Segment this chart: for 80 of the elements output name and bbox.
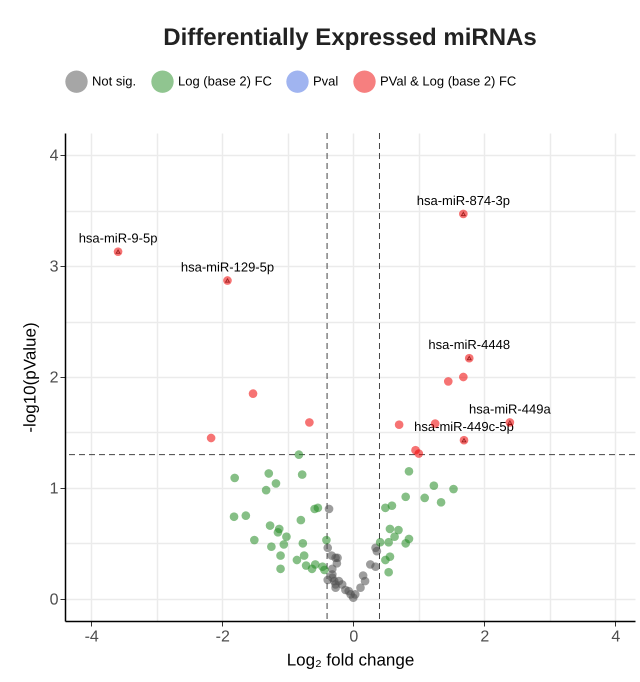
point: [248, 389, 258, 398]
annotation: hsa-miR-874-3p: [416, 192, 510, 208]
point: [388, 501, 396, 510]
point: [206, 434, 216, 442]
point: [300, 551, 308, 560]
point: [430, 481, 438, 490]
point: [267, 542, 276, 552]
point: [294, 450, 304, 459]
y-tick-label: 1: [50, 480, 59, 498]
point: [323, 543, 332, 552]
y-tick-label: 2: [50, 370, 59, 386]
point: [384, 568, 393, 577]
point: [314, 504, 322, 512]
point: [390, 532, 399, 542]
x-axis-title: Log₂ fold change: [286, 650, 414, 670]
point: [230, 474, 240, 482]
point: [308, 564, 316, 574]
point: [356, 583, 365, 592]
x-tick-label: -2: [216, 628, 230, 646]
point: [276, 564, 285, 574]
point: [262, 486, 270, 494]
point: [381, 556, 390, 564]
point: [414, 449, 424, 458]
annotation: hsa-miR-129-5p: [180, 260, 274, 275]
point: [298, 470, 306, 479]
point: [449, 484, 458, 494]
point: [401, 539, 410, 548]
point: [328, 573, 337, 582]
point: [372, 546, 382, 556]
point: [242, 511, 250, 520]
annotation: hsa-miR-4448: [428, 337, 510, 352]
x-tick-label: 2: [480, 628, 490, 646]
point: [274, 528, 282, 537]
annotation: hsa-miR-449c-5p: [414, 419, 514, 434]
point: [360, 576, 370, 586]
point: [276, 551, 285, 560]
point: [331, 580, 340, 589]
point: [296, 516, 306, 524]
point: [371, 562, 380, 571]
point: [386, 524, 394, 534]
point: [305, 418, 314, 427]
point: [436, 498, 446, 507]
annotation: hsa-miR-449a: [469, 401, 552, 416]
legend-label: Pval: [313, 74, 338, 89]
y-axis-title: -log10(pValue): [20, 322, 40, 433]
x-tick-label: 4: [611, 628, 620, 646]
point: [344, 586, 354, 596]
point: [282, 532, 291, 542]
legend-label: Log (base 2) FC: [178, 74, 272, 89]
point: [394, 420, 404, 430]
point: [460, 436, 468, 445]
annotation: hsa-miR-9-5p: [78, 230, 158, 246]
point: [444, 377, 453, 386]
point: [350, 590, 360, 599]
chart-title: Differentially Expressed miRNAs: [163, 24, 537, 51]
point: [401, 492, 410, 502]
legend-label: Not sig.: [92, 74, 136, 89]
point: [264, 469, 274, 478]
y-tick-label: 0: [50, 591, 59, 608]
point: [230, 512, 238, 522]
y-tick-label: 3: [50, 258, 59, 276]
point: [324, 504, 334, 514]
point: [420, 494, 430, 502]
point: [376, 538, 384, 547]
x-tick-label: 0: [349, 628, 358, 646]
point: [394, 526, 403, 534]
point: [266, 521, 274, 530]
point: [404, 466, 414, 476]
point: [322, 536, 331, 544]
point: [384, 538, 393, 547]
point: [292, 556, 302, 564]
y-tick-label: 4: [50, 148, 59, 165]
point: [280, 540, 288, 549]
legend-label: PVal & Log (base 2) FC: [380, 74, 516, 89]
x-tick-label: -4: [84, 628, 99, 646]
point: [250, 536, 259, 544]
point: [298, 539, 308, 548]
point: [459, 372, 468, 382]
point: [272, 479, 280, 488]
point: [320, 566, 329, 574]
